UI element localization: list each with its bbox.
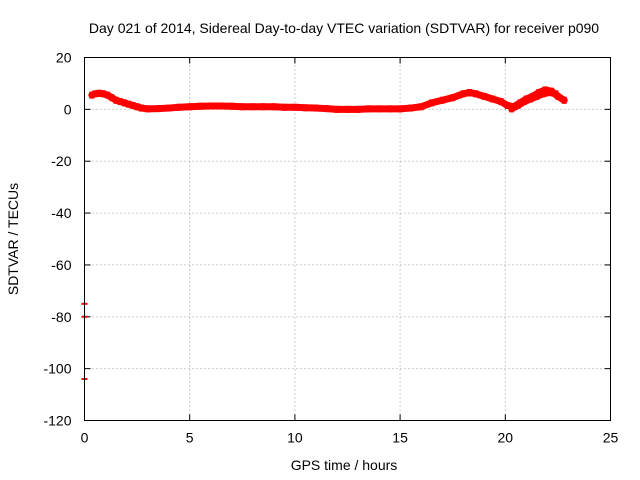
series-0	[88, 86, 568, 113]
x-tick-label: 20	[498, 430, 514, 446]
data-point	[323, 105, 329, 113]
data-point	[376, 105, 382, 113]
data-point	[397, 105, 403, 113]
data-point	[490, 95, 496, 103]
data-point	[208, 102, 214, 110]
data-point	[130, 101, 136, 109]
data-point	[229, 102, 235, 110]
data-point	[540, 90, 546, 98]
data-point	[387, 105, 393, 113]
data-point	[138, 104, 144, 112]
data-point	[528, 95, 534, 103]
plot-frame	[84, 57, 611, 421]
data-point	[509, 105, 515, 113]
data-point	[218, 102, 224, 110]
data-point	[429, 99, 435, 107]
data-point	[113, 96, 119, 104]
series-1	[508, 89, 560, 113]
data-point	[260, 103, 266, 111]
data-point	[546, 89, 552, 97]
data-point	[134, 103, 140, 111]
x-tick-label: 15	[392, 430, 408, 446]
x-axis: 0 5 10 15 20 25	[81, 57, 619, 446]
y-tick-label: -100	[43, 361, 71, 377]
data-point	[313, 104, 319, 112]
data-point	[96, 89, 102, 97]
y-tick-label: 20	[56, 50, 72, 66]
data-point	[89, 91, 95, 99]
x-tick-label: 5	[186, 430, 194, 446]
y-tick-label: 0	[64, 101, 72, 117]
data-point	[145, 105, 151, 113]
data-point	[105, 91, 111, 99]
data-point	[250, 103, 256, 111]
data-point	[366, 105, 372, 113]
data-point	[473, 90, 479, 98]
y-tick-label: -120	[43, 413, 71, 429]
data-point	[439, 96, 445, 104]
data-point	[345, 105, 350, 113]
data-point	[467, 89, 473, 97]
data-point	[302, 104, 308, 112]
data-point	[126, 100, 132, 108]
y-tick-label: -20	[51, 153, 71, 169]
data-point	[408, 104, 414, 112]
y-tick-label: -40	[51, 205, 71, 221]
data-point	[281, 103, 287, 111]
y-axis-label: SDTVAR / TECUs	[5, 183, 21, 295]
data-point	[504, 101, 510, 109]
data-point	[271, 103, 277, 111]
data-point	[155, 105, 161, 113]
x-axis-label: GPS time / hours	[291, 457, 398, 473]
data-point	[187, 103, 193, 111]
data-point	[498, 98, 504, 106]
data-point	[292, 103, 298, 111]
x-tick-label: 25	[603, 430, 619, 446]
data-point	[481, 92, 487, 100]
data-point	[534, 92, 540, 100]
x-tick-label: 0	[81, 430, 89, 446]
y-axis: 20 0 -20 -40 -60 -80 -100 -120	[43, 50, 611, 429]
data-point	[100, 90, 106, 98]
data-point	[197, 102, 203, 110]
data-point	[121, 99, 127, 107]
data-point	[418, 103, 424, 111]
data-point	[355, 105, 361, 113]
data-point	[334, 105, 340, 113]
data-point	[239, 103, 245, 111]
data-point	[553, 90, 559, 98]
data-point	[117, 98, 123, 106]
y-tick-label: -60	[51, 257, 71, 273]
data-point	[561, 96, 567, 104]
data-point	[515, 101, 521, 109]
data-point	[521, 98, 527, 106]
data-point	[166, 104, 172, 112]
data-point	[176, 103, 182, 111]
y-tick-label: -80	[51, 309, 71, 325]
x-tick-label: 10	[287, 430, 303, 446]
data-point	[460, 90, 466, 98]
data-point	[92, 90, 98, 98]
chart-title: Day 021 of 2014, Sidereal Day-to-day VTE…	[89, 20, 599, 36]
data-series	[81, 86, 568, 381]
data-point	[450, 94, 456, 102]
data-point	[109, 94, 115, 102]
